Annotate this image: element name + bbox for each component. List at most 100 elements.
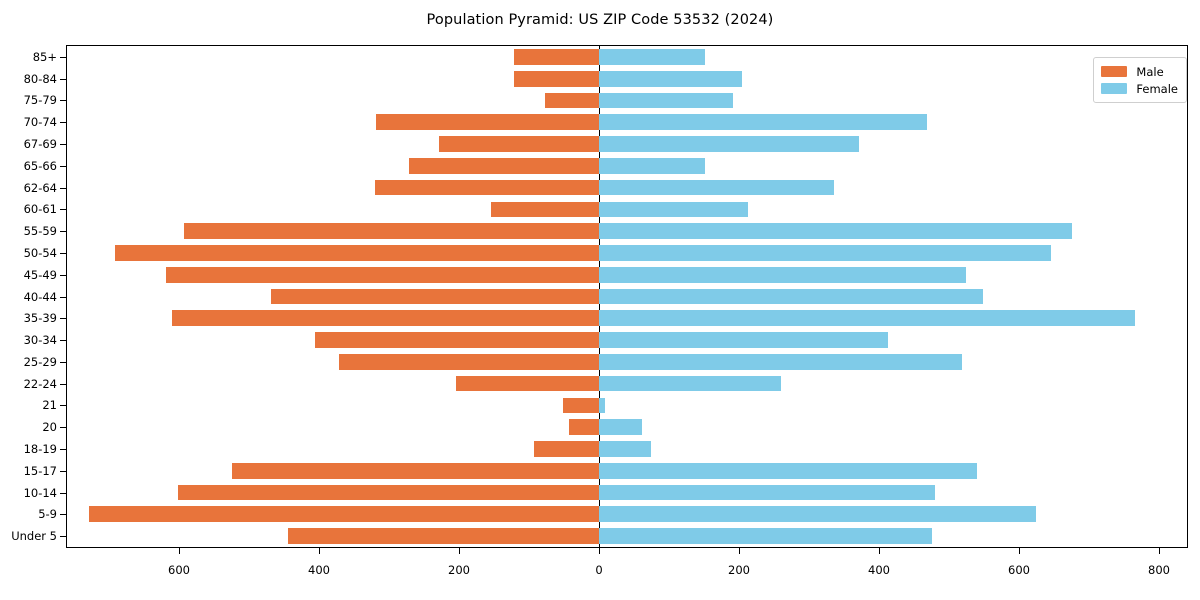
y-axis-tick-label: 62-64 xyxy=(23,180,57,195)
y-axis-tick-label: 20 xyxy=(42,420,57,435)
y-axis-tick-label: Under 5 xyxy=(11,529,57,544)
bar-male[interactable] xyxy=(490,201,599,218)
legend-label-female: Female xyxy=(1136,81,1178,96)
bar-row xyxy=(67,506,1187,523)
bar-female[interactable] xyxy=(599,397,605,414)
bar-male[interactable] xyxy=(439,136,599,152)
legend-item-male[interactable]: Male xyxy=(1101,63,1178,80)
legend-swatch-female-icon xyxy=(1101,83,1128,94)
bar-female[interactable] xyxy=(599,49,706,65)
legend-swatch-male-icon xyxy=(1101,66,1128,77)
plot-area xyxy=(66,45,1188,548)
bar-row xyxy=(67,419,1187,436)
bar-female[interactable] xyxy=(599,441,651,457)
bar-row xyxy=(67,310,1187,327)
bar-row xyxy=(67,266,1187,283)
bar-male[interactable] xyxy=(408,157,599,174)
bar-male[interactable] xyxy=(562,397,599,414)
bar-male[interactable] xyxy=(339,354,599,370)
y-axis-tick-label: 85+ xyxy=(32,49,57,64)
bar-male[interactable] xyxy=(456,375,599,392)
bar-row xyxy=(67,397,1187,414)
x-axis-tick-label: 400 xyxy=(308,563,330,577)
bar-female[interactable] xyxy=(599,288,983,305)
bar-male[interactable] xyxy=(376,114,599,131)
x-axis-tick-label: 200 xyxy=(728,563,750,577)
bar-row xyxy=(67,354,1187,370)
bar-male[interactable] xyxy=(114,245,599,261)
x-axis-tick-marks xyxy=(66,548,1188,554)
bar-row xyxy=(67,49,1187,65)
x-axis-tick-label: 0 xyxy=(595,563,603,577)
bar-female[interactable] xyxy=(599,484,935,501)
x-axis-tick-label: 600 xyxy=(1008,563,1030,577)
bar-female[interactable] xyxy=(599,332,889,348)
bar-row xyxy=(67,441,1187,457)
legend-item-female[interactable]: Female xyxy=(1101,80,1178,97)
bar-male[interactable] xyxy=(271,288,599,305)
bar-female[interactable] xyxy=(599,114,928,131)
bar-female[interactable] xyxy=(599,375,781,392)
bar-male[interactable] xyxy=(545,92,599,109)
y-axis-tick-label: 18-19 xyxy=(23,441,57,456)
bar-female[interactable] xyxy=(599,201,749,218)
bar-row xyxy=(67,484,1187,501)
y-axis-tick-label: 45-49 xyxy=(23,267,57,282)
x-axis-tick-labels: 600 400 200 0 200 400 600 800 xyxy=(66,549,1188,589)
y-axis-tick-label: 55-59 xyxy=(23,224,57,239)
bar-male[interactable] xyxy=(533,441,599,457)
bar-female[interactable] xyxy=(599,462,977,479)
bar-female[interactable] xyxy=(599,266,966,283)
bar-row xyxy=(67,114,1187,131)
bar-female[interactable] xyxy=(599,70,742,87)
bar-female[interactable] xyxy=(599,92,734,109)
bar-row xyxy=(67,157,1187,174)
bar-row xyxy=(67,70,1187,87)
bar-row xyxy=(67,332,1187,348)
bar-row xyxy=(67,92,1187,109)
y-axis-tick-label: 21 xyxy=(42,398,57,413)
legend: Male Female xyxy=(1093,57,1187,103)
bar-female[interactable] xyxy=(599,528,932,544)
bar-male[interactable] xyxy=(314,332,599,348)
bar-row xyxy=(67,136,1187,152)
y-axis-tick-labels: 85+ 80-84 75-79 70-74 67-69 65-66 62-64 60-61 55… xyxy=(0,45,60,548)
bar-row xyxy=(67,245,1187,261)
bar-female[interactable] xyxy=(599,136,860,152)
y-axis-tick-label: 30-34 xyxy=(23,333,57,348)
y-axis-tick-label: 40-44 xyxy=(23,289,57,304)
bar-male[interactable] xyxy=(514,70,599,87)
bars-container xyxy=(67,46,1187,547)
bar-male[interactable] xyxy=(177,484,599,501)
y-axis-tick-label: 60-61 xyxy=(23,202,57,217)
y-axis-tick-label: 25-29 xyxy=(23,354,57,369)
x-axis-tick-label: 400 xyxy=(868,563,890,577)
y-axis-tick-label: 22-24 xyxy=(23,376,57,391)
bar-female[interactable] xyxy=(599,245,1051,261)
bar-female[interactable] xyxy=(599,179,834,196)
bar-male[interactable] xyxy=(568,419,599,436)
y-axis-tick-label: 5-9 xyxy=(38,507,57,522)
bar-female[interactable] xyxy=(599,310,1135,327)
bar-male[interactable] xyxy=(172,310,599,327)
bar-male[interactable] xyxy=(288,528,599,544)
bar-female[interactable] xyxy=(599,354,963,370)
y-axis-tick-label: 15-17 xyxy=(23,463,57,478)
y-axis-tick-marks xyxy=(60,45,66,548)
y-axis-tick-label: 67-69 xyxy=(23,137,57,152)
bar-female[interactable] xyxy=(599,157,706,174)
bar-male[interactable] xyxy=(513,49,599,65)
chart-title: Population Pyramid: US ZIP Code 53532 (2… xyxy=(426,12,774,28)
bar-female[interactable] xyxy=(599,506,1036,523)
bar-male[interactable] xyxy=(183,223,599,239)
bar-female[interactable] xyxy=(599,223,1072,239)
bar-male[interactable] xyxy=(88,506,599,523)
bar-male[interactable] xyxy=(166,266,599,283)
bar-male[interactable] xyxy=(232,462,599,479)
y-axis-tick-label: 70-74 xyxy=(23,115,57,130)
x-axis-tick-label: 600 xyxy=(168,563,190,577)
bar-female[interactable] xyxy=(599,419,643,436)
y-axis-tick-label: 75-79 xyxy=(23,93,57,108)
bar-male[interactable] xyxy=(375,179,599,196)
